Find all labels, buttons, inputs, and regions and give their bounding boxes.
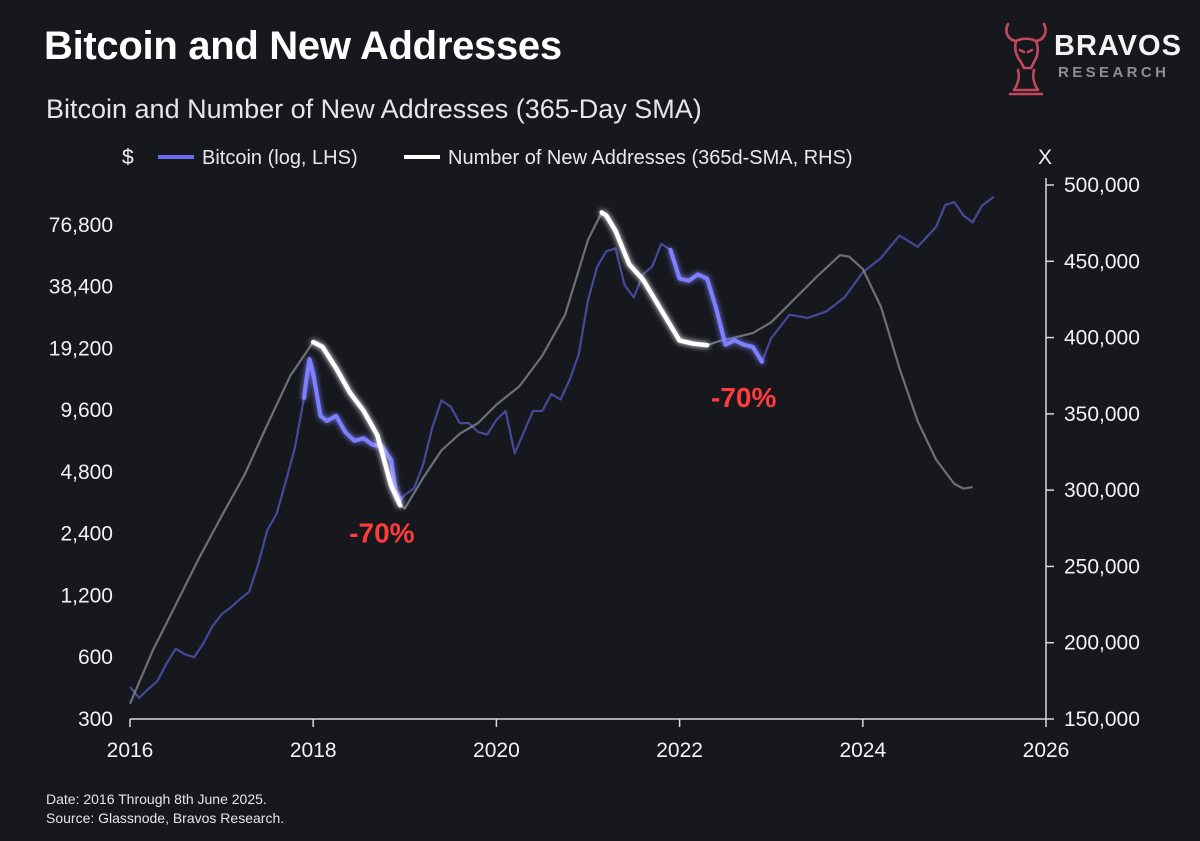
- right-tick-label: 500,000: [1064, 174, 1140, 197]
- right-tick-label: 400,000: [1064, 327, 1140, 350]
- right-tick-label: 300,000: [1064, 479, 1140, 502]
- x-tick-label: 2022: [656, 739, 703, 762]
- annotation-layer: -70% -70%: [349, 382, 776, 549]
- left-tick-label: 9,600: [60, 399, 113, 422]
- x-tick-label: 2020: [473, 739, 520, 762]
- right-tick-label: 200,000: [1064, 632, 1140, 655]
- left-tick-label: 600: [78, 646, 113, 669]
- right-axis-ticks: 150,000 200,000 250,000 300,000 350,000 400,0…: [1046, 174, 1140, 731]
- left-tick-label: 19,200: [49, 337, 113, 360]
- x-tick-label: 2018: [290, 739, 337, 762]
- drawdown-annotation: -70%: [711, 382, 776, 413]
- chart-footer: Date: 2016 Through 8th June 2025. Source…: [46, 790, 284, 828]
- brand-logo: BRAVOS RESEARCH: [1000, 18, 1185, 100]
- left-tick-label: 300: [78, 708, 113, 731]
- x-axis-ticks: 2016 2018 2020 2022 2024 2026: [107, 719, 1070, 762]
- chart-subtitle: Bitcoin and Number of New Addresses (365…: [46, 94, 702, 124]
- x-tick-label: 2016: [107, 739, 154, 762]
- bitcoin-highlight-segment: [668, 247, 764, 364]
- new-addresses-highlight-segment: [310, 339, 403, 508]
- right-tick-label: 450,000: [1064, 250, 1140, 273]
- series-layer: [128, 196, 995, 705]
- date-note: Date: 2016 Through 8th June 2025.: [46, 791, 267, 807]
- drawdown-annotation: -70%: [349, 518, 414, 549]
- left-tick-label: 38,400: [49, 276, 113, 299]
- new-addresses-series-line: [128, 211, 973, 705]
- right-tick-label: 250,000: [1064, 555, 1140, 578]
- x-tick-label: 2024: [839, 739, 886, 762]
- left-tick-label: 1,200: [60, 584, 113, 607]
- right-axis-unit: X: [1038, 146, 1052, 169]
- brand-subtitle: RESEARCH: [1058, 64, 1170, 81]
- chart-title: Bitcoin and New Addresses: [44, 24, 562, 68]
- new-addresses-highlight-segment: [599, 210, 710, 348]
- legend-label-addresses: Number of New Addresses (365d-SMA, RHS): [448, 147, 853, 169]
- legend-label-bitcoin: Bitcoin (log, LHS): [202, 147, 358, 169]
- left-tick-label: 4,800: [60, 461, 113, 484]
- bitcoin-series-line: [129, 196, 995, 700]
- source-note: Source: Glassnode, Bravos Research.: [46, 810, 285, 826]
- left-tick-label: 76,800: [49, 214, 113, 237]
- left-axis-unit: $: [122, 146, 134, 169]
- bitcoin-highlight-segment: [302, 357, 403, 502]
- left-axis-ticks: 300 600 1,200 2,400 4,800 9,600 19,200 38,400 76…: [49, 214, 113, 731]
- right-tick-label: 350,000: [1064, 403, 1140, 426]
- x-tick-label: 2026: [1023, 739, 1070, 762]
- left-tick-label: 2,400: [60, 523, 113, 546]
- brand-name: BRAVOS: [1054, 30, 1182, 62]
- right-tick-label: 150,000: [1064, 708, 1140, 731]
- bull-knight-icon: [1005, 22, 1047, 96]
